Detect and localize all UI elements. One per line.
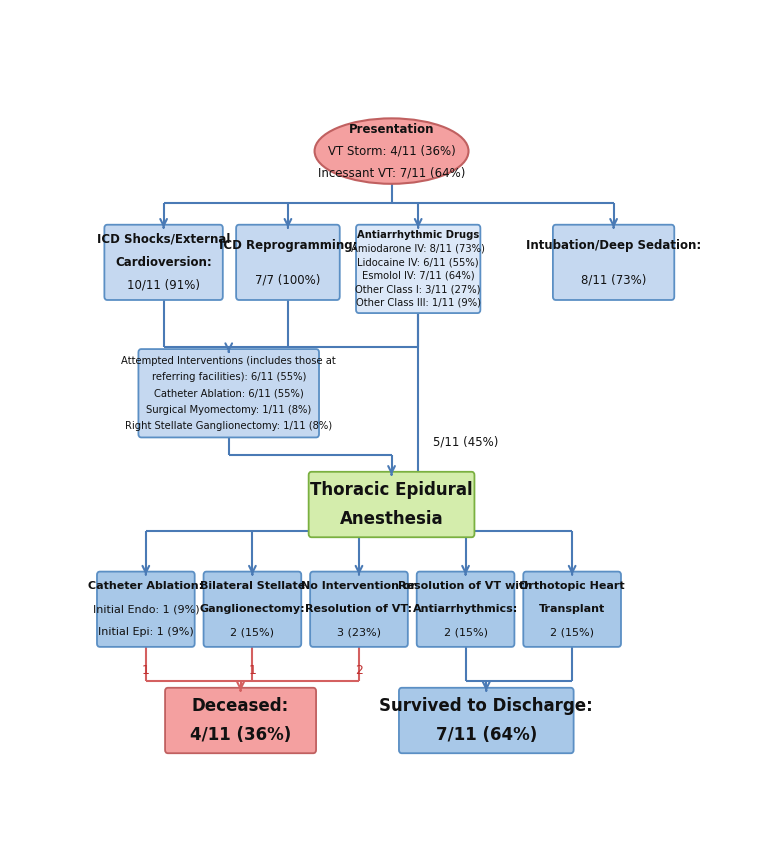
Text: Catheter Ablation:: Catheter Ablation: — [89, 581, 203, 592]
Text: Cardioversion:: Cardioversion: — [115, 256, 212, 269]
Text: Surgical Myomectomy: 1/11 (8%): Surgical Myomectomy: 1/11 (8%) — [146, 405, 312, 415]
Text: Survived to Discharge:: Survived to Discharge: — [380, 697, 593, 715]
Text: 3 (23%): 3 (23%) — [337, 627, 381, 638]
Text: Other Class III: 1/11 (9%): Other Class III: 1/11 (9%) — [356, 298, 481, 308]
Text: Anesthesia: Anesthesia — [340, 510, 443, 528]
Text: Attempted Interventions (includes those at: Attempted Interventions (includes those … — [121, 355, 336, 366]
Text: Deceased:: Deceased: — [192, 697, 290, 715]
Text: Presentation: Presentation — [349, 122, 434, 136]
FancyBboxPatch shape — [236, 224, 340, 300]
Text: Esmolol IV: 7/11 (64%): Esmolol IV: 7/11 (64%) — [362, 270, 474, 280]
Text: Catheter Ablation: 6/11 (55%): Catheter Ablation: 6/11 (55%) — [154, 388, 303, 399]
Text: Incessant VT: 7/11 (64%): Incessant VT: 7/11 (64%) — [318, 167, 465, 179]
Text: VT Storm: 4/11 (36%): VT Storm: 4/11 (36%) — [328, 144, 455, 157]
Text: Lidocaine IV: 6/11 (55%): Lidocaine IV: 6/11 (55%) — [358, 257, 479, 267]
Text: Resolution of VT with: Resolution of VT with — [399, 581, 533, 592]
Text: Amiodarone IV: 8/11 (73%): Amiodarone IV: 8/11 (73%) — [351, 243, 485, 253]
FancyBboxPatch shape — [523, 571, 621, 647]
FancyBboxPatch shape — [309, 472, 474, 537]
Text: Initial Endo: 1 (9%): Initial Endo: 1 (9%) — [92, 604, 199, 615]
Text: Resolution of VT:: Resolution of VT: — [306, 604, 413, 615]
Text: Other Class I: 3/11 (27%): Other Class I: 3/11 (27%) — [355, 285, 481, 294]
FancyBboxPatch shape — [310, 571, 408, 647]
Text: 2 (15%): 2 (15%) — [550, 627, 594, 638]
Text: ICD Reprogramming:: ICD Reprogramming: — [219, 239, 358, 252]
Text: Antiarrhythmics:: Antiarrhythmics: — [413, 604, 518, 615]
Text: 10/11 (91%): 10/11 (91%) — [127, 279, 200, 292]
Text: 1: 1 — [248, 665, 257, 677]
Text: No Intervention or: No Intervention or — [302, 581, 416, 592]
Text: 4/11 (36%): 4/11 (36%) — [190, 726, 291, 745]
Text: Right Stellate Ganglionectomy: 1/11 (8%): Right Stellate Ganglionectomy: 1/11 (8%) — [125, 421, 332, 431]
Text: Ganglionectomy:: Ganglionectomy: — [199, 604, 306, 615]
FancyBboxPatch shape — [138, 349, 319, 438]
Text: 2: 2 — [355, 665, 363, 677]
Text: 8/11 (73%): 8/11 (73%) — [581, 273, 646, 286]
FancyBboxPatch shape — [97, 571, 195, 647]
Text: 2 (15%): 2 (15%) — [444, 627, 487, 638]
Text: 5/11 (45%): 5/11 (45%) — [433, 435, 498, 448]
FancyBboxPatch shape — [165, 688, 316, 753]
FancyBboxPatch shape — [356, 224, 481, 313]
Text: 2 (15%): 2 (15%) — [231, 627, 274, 638]
Text: 7/7 (100%): 7/7 (100%) — [255, 273, 321, 286]
FancyBboxPatch shape — [399, 688, 574, 753]
Text: ICD Shocks/External: ICD Shocks/External — [97, 233, 230, 246]
Text: referring facilities): 6/11 (55%): referring facilities): 6/11 (55%) — [151, 372, 306, 382]
FancyBboxPatch shape — [416, 571, 514, 647]
Text: Bilateral Stellate: Bilateral Stellate — [199, 581, 305, 592]
Ellipse shape — [315, 118, 468, 184]
FancyBboxPatch shape — [105, 224, 223, 300]
FancyBboxPatch shape — [553, 224, 675, 300]
Text: 7/11 (64%): 7/11 (64%) — [435, 726, 537, 745]
Text: Transplant: Transplant — [539, 604, 605, 615]
Text: 1: 1 — [142, 665, 150, 677]
Text: Thoracic Epidural: Thoracic Epidural — [310, 481, 473, 499]
FancyBboxPatch shape — [203, 571, 301, 647]
Text: Orthotopic Heart: Orthotopic Heart — [520, 581, 625, 592]
Text: Initial Epi: 1 (9%): Initial Epi: 1 (9%) — [98, 627, 194, 638]
Text: Intubation/Deep Sedation:: Intubation/Deep Sedation: — [526, 239, 701, 252]
Text: Antiarrhythmic Drugs: Antiarrhythmic Drugs — [357, 230, 479, 240]
